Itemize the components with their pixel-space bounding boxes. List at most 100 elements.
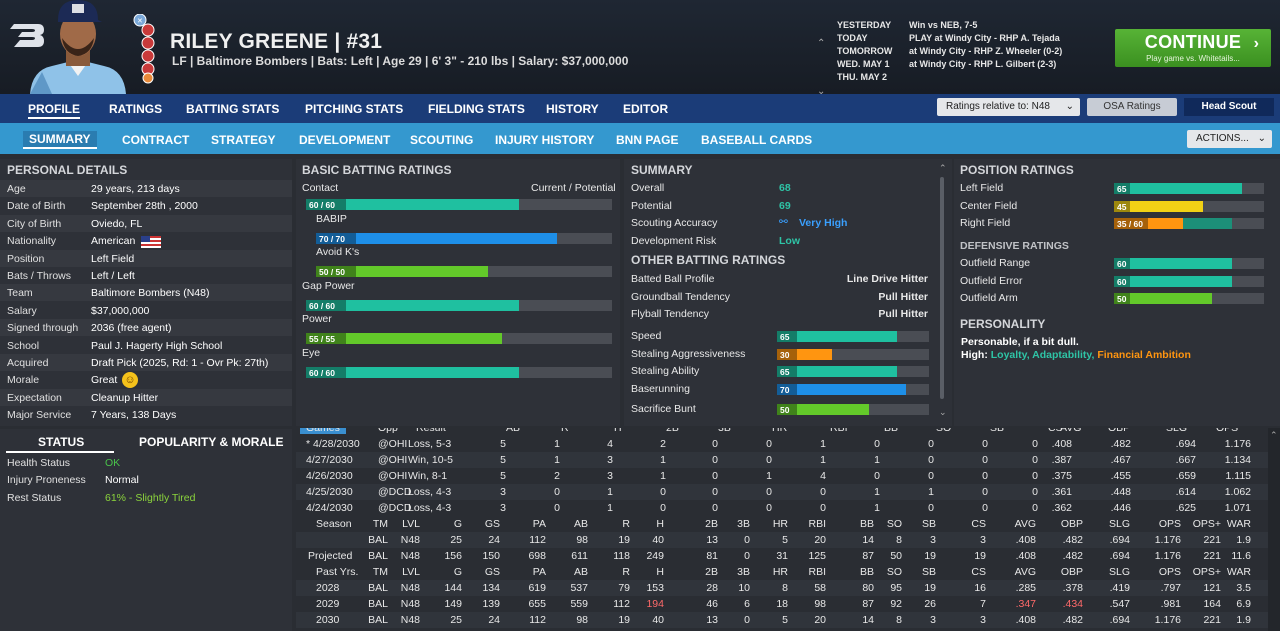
subtab-scouting[interactable]: SCOUTING — [410, 133, 474, 147]
other-label: Groundball Tendency — [631, 290, 731, 303]
games-header-cell: 2B — [666, 428, 679, 434]
game-row[interactable]: 4/26/2030 @OHI Win, 8-1 5 2 3 1 0 1 4 0 0 0 0 .375 .455… — [296, 468, 1268, 484]
other-value: Pull Hitter — [878, 308, 928, 320]
detail-value: Oviedo, FL — [91, 217, 143, 230]
stats-cell: 79 — [618, 582, 630, 594]
game-cell: 1 — [874, 454, 880, 466]
stats-cell: 221 — [1203, 534, 1221, 546]
tab-fielding-stats[interactable]: FIELDING STATS — [428, 102, 525, 116]
tab-batting-stats[interactable]: BATTING STATS — [186, 102, 280, 116]
subtab-summary[interactable]: SUMMARY — [23, 131, 97, 149]
rating-bar-track: 30 — [777, 348, 929, 360]
stats-header-cell: SB — [921, 566, 936, 578]
rating-bar-track: 45 — [1114, 200, 1264, 212]
running-label: Stealing Ability — [631, 365, 700, 377]
detail-value: American — [91, 235, 136, 248]
subtab-strategy[interactable]: STRATEGY — [211, 133, 276, 147]
stats-header-cell: 3B — [737, 566, 750, 578]
games-header-cell: AVG — [1060, 428, 1082, 434]
position-label: Right Field — [960, 217, 1011, 229]
schedule-row: TOMORROW at Windy City - RHP Z. Wheeler (… — [818, 46, 1118, 59]
game-cell: 0 — [554, 486, 560, 498]
actions-select[interactable]: ACTIONS... ⌄ — [1187, 130, 1272, 148]
stats-row[interactable]: 2028 BAL N48 144 134 619 537 79 153 28 10 8 58 80 95 19… — [296, 580, 1268, 596]
tab-profile[interactable]: PROFILE — [28, 102, 81, 119]
detail-row: Team Baltimore Bombers (N48) — [0, 284, 292, 302]
stats-header-cell: Season — [316, 518, 352, 530]
rating-badge: 65 — [777, 331, 797, 342]
defense-label: Outfield Error — [960, 274, 1023, 287]
stats-cell: 24 — [488, 534, 500, 546]
stats-header-cell: SB — [921, 518, 936, 530]
game-row[interactable]: 4/25/2030 @DCD Loss, 4-3 3 0 1 0 0 0 0 1 1 0 0 .361 .44… — [296, 484, 1268, 500]
stats-header-cell: OPS+ — [1192, 518, 1221, 530]
games-header-cell[interactable]: Games — [300, 428, 346, 434]
scroll-up-icon[interactable]: ⌃ — [939, 163, 947, 173]
stats-header-cell: OPS+ — [1192, 566, 1221, 578]
stats-header-cell: 3B — [737, 518, 750, 530]
head-scout-button[interactable]: Head Scout — [1184, 98, 1274, 116]
stats-cell: 118 — [613, 550, 630, 562]
game-row[interactable]: 4/24/2030 @DCD Loss, 4-3 3 0 1 0 0 0 0 1 0 0 0 .362 .44… — [296, 500, 1268, 516]
tab-status[interactable]: STATUS — [38, 435, 85, 449]
stats-header-row: Season TM LVL G GS PA AB R H 2B 3B HR RBI BB SO SB CS AVG… — [296, 516, 1268, 532]
status-label: Health Status — [7, 457, 71, 469]
stats-cell: 537 — [570, 582, 588, 594]
game-row[interactable]: 4/27/2030 @OHI Win, 10-5 5 1 3 1 0 0 1 1 0 0 0 .387 .46… — [296, 452, 1268, 468]
schedule-list: YESTERDAY Win vs NEB, 7-5 TODAY PLAY at Win… — [818, 20, 1118, 85]
summary-scrollbar[interactable]: ⌃ ⌄ — [939, 163, 947, 421]
stats-cell: 50 — [890, 550, 902, 562]
chevron-down-icon: ⌄ — [1065, 101, 1074, 112]
summary-label: Overall — [631, 182, 665, 194]
stats-row[interactable]: BAL N48 25 24 112 98 19 40 13 0 5 20 14 8 3 3 .408 .482 .6… — [296, 532, 1268, 548]
stats-cell: 26 — [924, 598, 936, 610]
summary-title: SUMMARY — [631, 163, 693, 177]
tab-pitching-stats[interactable]: PITCHING STATS — [305, 102, 404, 116]
schedule-scroll-icon[interactable]: ⌃ ⌄ — [817, 38, 826, 97]
tab-editor[interactable]: EDITOR — [623, 102, 669, 116]
stats-row[interactable]: Projected BAL N48 156 150 698 611 118 249 81 0 31 12… — [296, 548, 1268, 564]
game-cell: 0 — [982, 438, 988, 450]
stats-row[interactable]: 2030 BAL N48 25 24 112 98 19 40 13 0 5 20 14 8 3 3 .408 .4… — [296, 612, 1268, 628]
scroll-down-icon[interactable]: ⌄ — [939, 407, 947, 417]
game-row[interactable]: * 4/28/2030 @OHI Loss, 5-3 5 1 4 2 0 0 1 0 0 0 0 .408.… — [296, 436, 1268, 452]
subtab-development[interactable]: DEVELOPMENT — [299, 133, 391, 147]
stats-header-cell: LVL — [402, 518, 420, 530]
subtab-contract[interactable]: CONTRACT — [122, 133, 190, 147]
tab-ratings[interactable]: RATINGS — [109, 102, 163, 116]
game-cell: 0 — [1032, 438, 1038, 450]
scroll-up-icon[interactable]: ⌃ — [1270, 430, 1278, 440]
tab-popularity-morale[interactable]: POPULARITY & MORALE — [139, 435, 284, 449]
tab-history[interactable]: HISTORY — [546, 102, 599, 116]
game-cell: 4/26/2030 — [306, 470, 353, 482]
ratings-relative-select[interactable]: Ratings relative to: N48 ⌄ — [937, 98, 1080, 116]
rating-badge: 50 — [777, 404, 797, 415]
stats-header-cell: OPS — [1158, 566, 1181, 578]
games-header-cell: H — [614, 428, 622, 434]
stats-cell: 28 — [706, 582, 718, 594]
stats-cell: 16 — [974, 582, 986, 594]
stats-row[interactable]: 2029 BAL N48 149 139 655 559 112 194 46 6 18 98 87 92 2… — [296, 596, 1268, 612]
subtab-baseball-cards[interactable]: BASEBALL CARDS — [701, 133, 813, 147]
stats-cell: 0 — [744, 614, 750, 626]
osa-ratings-button[interactable]: OSA Ratings — [1087, 98, 1177, 116]
stats-header-cell: SO — [886, 518, 902, 530]
game-cell: .361 — [1051, 486, 1072, 498]
stats-cell: .547 — [1109, 598, 1130, 610]
rating-badge: 30 — [777, 348, 797, 360]
table-scrollbar[interactable]: ⌃ — [1268, 428, 1280, 631]
stats-cell: 81 — [706, 550, 718, 562]
schedule-event: PLAY at Windy City - RHP A. Tejada — [909, 33, 1060, 43]
scroll-thumb[interactable] — [940, 177, 944, 399]
game-cell: 0 — [712, 470, 718, 482]
stats-cell: 80 — [862, 582, 874, 594]
us-flag-icon — [141, 236, 161, 249]
stats-cell: 2030 — [316, 614, 340, 626]
subtab-bnn-page[interactable]: BNN PAGE — [616, 133, 679, 147]
continue-button[interactable]: CONTINUE Play game vs. Whitetails... › — [1115, 29, 1271, 67]
summary-value: Low — [779, 234, 800, 247]
subtab-injury-history[interactable]: INJURY HISTORY — [495, 133, 595, 147]
stats-cell: 0 — [744, 534, 750, 546]
game-cell: .614 — [1175, 486, 1196, 498]
rating-bar-fill — [306, 299, 520, 311]
